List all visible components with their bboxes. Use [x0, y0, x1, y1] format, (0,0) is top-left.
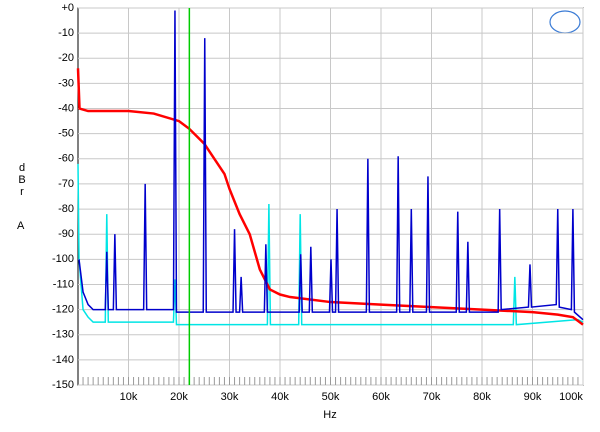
y-tick-label: -90 [58, 228, 74, 240]
y-tick-label: -40 [58, 102, 74, 114]
x-tick-label: 10k [120, 391, 138, 403]
y-tick-label: -110 [53, 278, 74, 290]
y-tick-label: -60 [58, 153, 74, 165]
x-tick-label: 80k [473, 391, 491, 403]
x-tick-label: 100k [559, 391, 583, 403]
x-tick-label: 70k [423, 391, 441, 403]
y-tick-label: -20 [58, 52, 74, 64]
x-tick-label: 20k [170, 391, 188, 403]
y-tick-label: -50 [58, 128, 74, 140]
y-tick-label: -130 [52, 329, 74, 341]
y-axis-unit: A [17, 220, 25, 232]
y-tick-label: -70 [58, 178, 74, 190]
y-tick-label: -100 [52, 253, 74, 265]
y-tick-label: -140 [52, 354, 74, 366]
x-tick-label: 90k [524, 391, 542, 403]
x-axis-label: Hz [323, 409, 336, 421]
x-tick-label: 40k [271, 391, 289, 403]
y-axis-label: dBr [16, 162, 28, 198]
y-tick-label: -150 [52, 379, 74, 391]
y-tick-label: -120 [52, 304, 74, 316]
series-line [78, 10, 584, 321]
x-tick-label: 50k [322, 391, 340, 403]
y-tick-label: -10 [58, 27, 74, 39]
series-line [76, 68, 584, 326]
y-tick-label: -30 [58, 77, 74, 89]
x-tick-label: 30k [221, 391, 239, 403]
y-tick-label: -80 [58, 203, 74, 215]
y-tick-label: +0 [61, 2, 74, 14]
x-tick-label: 60k [372, 391, 390, 403]
